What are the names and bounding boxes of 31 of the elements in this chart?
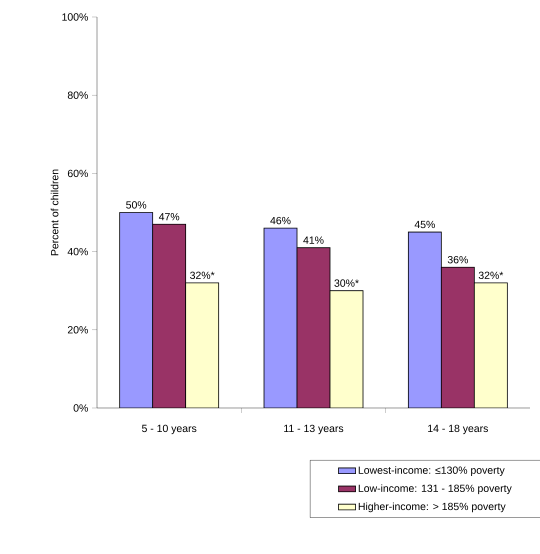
data-label: 32%* [478, 272, 504, 279]
y-axis-title: Percent of children [50, 170, 58, 256]
y-tick-label: 80% [68, 92, 88, 99]
data-label: 47% [158, 213, 180, 220]
y-tick-label: 100% [62, 13, 88, 21]
data-label: 36% [448, 256, 468, 264]
data-label: 41% [303, 236, 324, 244]
bar [408, 232, 442, 408]
legend-label: Lowest-income: ≤130% poverty [358, 466, 505, 476]
x-tick-label: 14 - 18 years [428, 424, 488, 434]
x-tick-label: 5 - 10 years [142, 424, 196, 434]
legend-label: Higher-income: > 185% poverty [358, 502, 506, 512]
data-label: 45% [414, 220, 435, 228]
bar [185, 282, 220, 408]
y-tick-label: 0% [74, 404, 88, 412]
bar [119, 212, 154, 408]
data-label: 32%* [190, 272, 215, 279]
bar [264, 228, 298, 408]
bar [296, 247, 330, 408]
x-tick-label: 11 - 13 years [284, 424, 344, 434]
data-label: 30%* [334, 279, 359, 287]
data-label: 50% [126, 201, 146, 209]
bar [474, 282, 508, 408]
legend-label: Low-income: 131 - 185% poverty [358, 484, 512, 494]
y-tick-label: 40% [68, 248, 88, 256]
data-label: 46% [270, 216, 291, 224]
bar [330, 290, 364, 408]
bar [152, 224, 186, 408]
y-tick-label: 60% [68, 170, 88, 178]
bar [440, 266, 475, 408]
y-tick-label: 20% [68, 326, 88, 334]
